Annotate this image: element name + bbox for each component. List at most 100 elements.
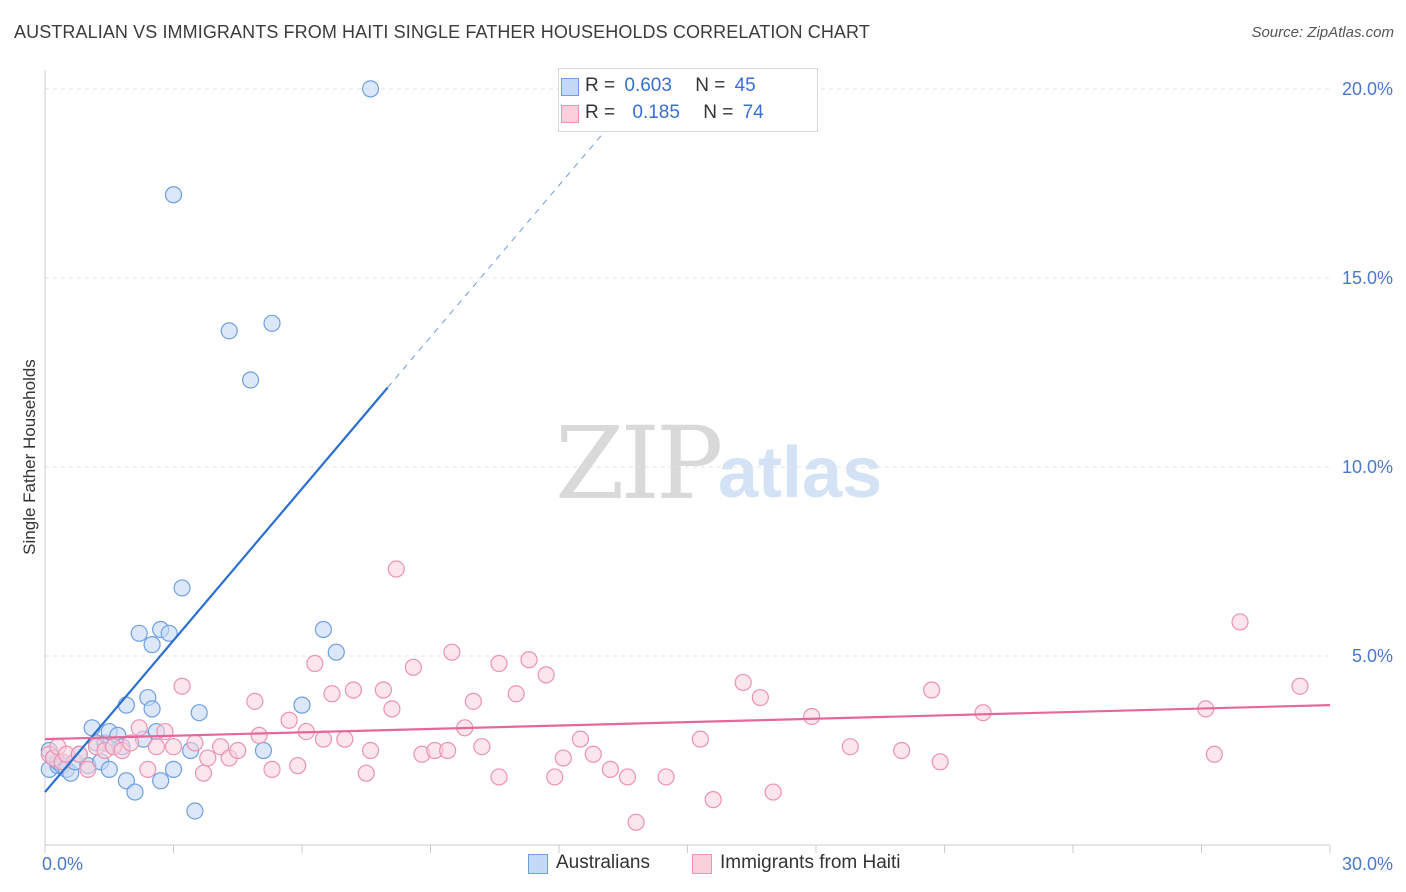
watermark-atlas: atlas [718,433,883,513]
australians-point [293,696,311,714]
haiti-point [691,730,709,748]
tick-labels: 5.0% 10.0% 15.0% 20.0% 0.0% 30.0% [42,79,1393,874]
legend-r-value: 0.603 [624,75,672,96]
haiti-point [139,760,157,778]
haiti-point [1231,613,1249,631]
haiti-point [803,707,821,726]
australians-point [242,371,260,389]
haiti-point [212,738,230,756]
haiti-point [1205,745,1223,763]
australians-point [160,624,178,642]
haiti-point [250,726,268,744]
watermark-zip: ZIP [555,405,723,522]
australians-point [164,760,183,778]
australians-point [361,80,380,98]
haiti-point [374,681,392,699]
legend-r-label: R = [585,75,616,96]
haiti-point [584,745,602,763]
source-label: Source: ZipAtlas.com [1251,24,1394,41]
australians-trend-extension [387,109,624,388]
australians-point [143,700,161,718]
haiti-point [537,666,555,684]
axes [44,70,1331,853]
haiti-points [40,560,1309,831]
haiti-point [841,738,859,756]
australians-point [143,636,161,654]
haiti-point [323,685,341,703]
y-tick-label: 10.0% [1342,457,1393,477]
haiti-point [520,651,538,669]
australians-point [327,643,345,661]
haiti-point [314,730,333,748]
australians-point [152,772,170,790]
haiti-point [164,738,183,756]
x-tick-label: 0.0% [42,854,83,874]
haiti-point [383,700,401,718]
haiti-point [554,749,572,767]
haiti-point [507,685,525,703]
haiti-point [764,783,782,801]
australians-trend-line [44,386,389,793]
haiti-point [490,654,508,673]
haiti-point [601,760,620,778]
australians-point [254,741,273,760]
australians-point [263,314,281,332]
series-legend-australians[interactable]: Australians [528,852,650,874]
haiti-point [704,791,722,809]
haiti-point [657,768,675,786]
australians-point [117,696,135,714]
australians-point [117,772,135,790]
haiti-point [79,760,97,778]
haiti-point [229,741,247,760]
haiti-point [306,654,324,673]
australians-point [173,579,191,597]
australians-point [126,783,144,801]
haiti-point [931,753,949,771]
haiti-point [893,741,911,760]
legend-swatch-haiti [561,105,579,123]
haiti-point [974,704,992,722]
australians-point [186,802,204,820]
haiti-point [387,560,405,578]
legend-row-haiti: R = 0.185 N = 74 [561,102,764,128]
haiti-point [439,741,457,760]
australians-point [130,624,148,642]
haiti-point [361,741,380,760]
series-label-haiti: Immigrants from Haiti [720,852,901,873]
haiti-point [490,768,508,786]
haiti-point [70,745,88,763]
trend-lines [44,109,1331,793]
legend-n-label: N = [703,102,734,123]
haiti-point [194,764,213,782]
haiti-point [122,734,140,752]
haiti-point [618,768,637,786]
haiti-point [464,692,482,710]
haiti-point [173,677,191,695]
series-legend-haiti[interactable]: Immigrants from Haiti [692,852,901,874]
haiti-trend-line [44,704,1331,741]
haiti-point [627,813,645,831]
legend-swatch-australians [561,78,579,96]
haiti-point [404,658,422,676]
legend-n-value: 74 [742,102,764,123]
y-tick-label: 20.0% [1342,79,1393,99]
gridlines [45,88,1330,657]
legend-row-australians: R = 0.603 N = 45 [561,75,756,101]
haiti-point [280,711,298,729]
y-tick-label: 15.0% [1342,268,1393,288]
haiti-point [751,688,769,707]
haiti-point [734,673,752,692]
correlation-legend: R = 0.603 N = 45 R = 0.185 N = 74 [558,68,818,132]
haiti-point [263,760,281,778]
haiti-point [1291,677,1309,695]
haiti-point [344,681,362,699]
legend-r-label: R = [585,102,616,123]
haiti-point [186,734,204,752]
haiti-point [130,719,148,737]
legend-n-value: 45 [734,75,756,96]
haiti-point [923,681,941,699]
haiti-point [199,749,217,767]
y-axis-label: Single Father Households [20,359,39,555]
australians-point [190,704,208,722]
